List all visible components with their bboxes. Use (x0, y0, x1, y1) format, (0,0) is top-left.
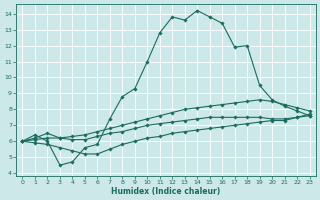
X-axis label: Humidex (Indice chaleur): Humidex (Indice chaleur) (111, 187, 221, 196)
